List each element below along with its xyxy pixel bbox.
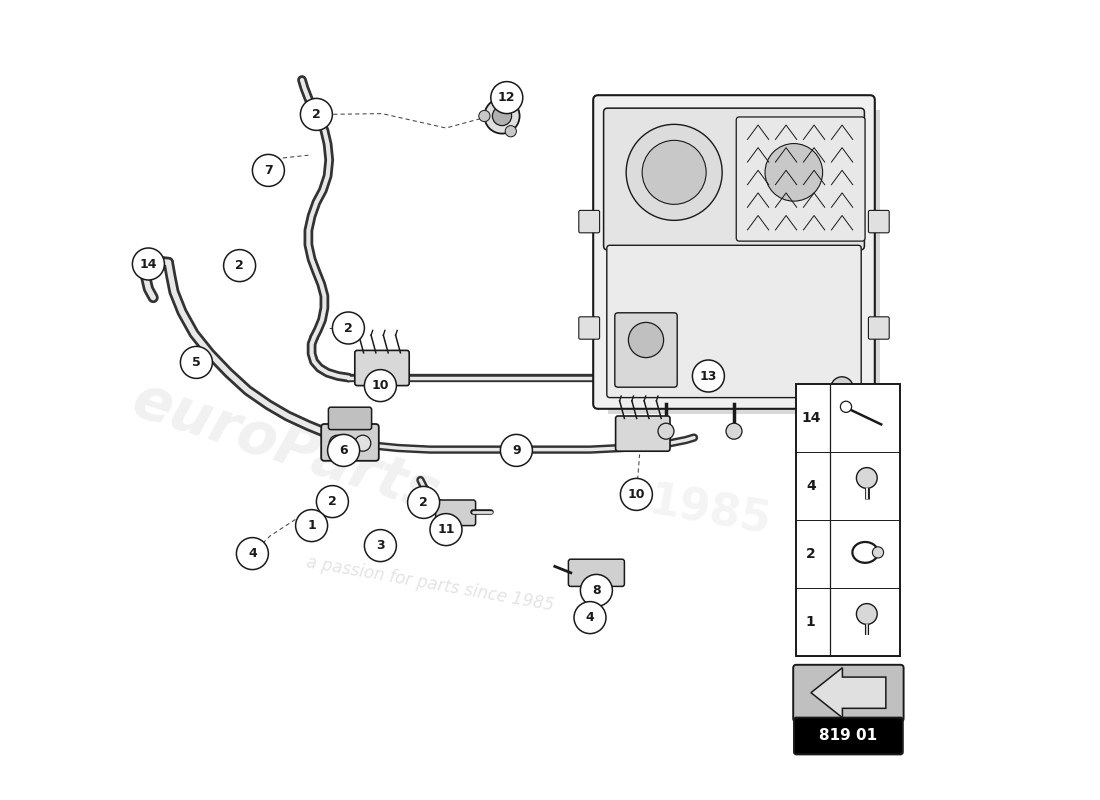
Text: 7: 7 (264, 164, 273, 177)
Circle shape (491, 82, 522, 114)
Text: 14: 14 (801, 411, 821, 425)
Text: 12: 12 (498, 91, 516, 104)
Circle shape (328, 434, 360, 466)
Circle shape (830, 377, 854, 399)
Circle shape (500, 434, 532, 466)
Circle shape (364, 370, 396, 402)
Circle shape (505, 95, 516, 106)
FancyBboxPatch shape (868, 210, 889, 233)
Text: 8: 8 (592, 584, 601, 597)
Text: 2: 2 (312, 108, 321, 121)
Circle shape (581, 574, 613, 606)
Text: 1985: 1985 (646, 480, 774, 544)
Text: 10: 10 (628, 488, 645, 501)
Circle shape (493, 106, 512, 126)
Text: 819 01: 819 01 (820, 729, 878, 743)
Circle shape (764, 143, 823, 201)
FancyBboxPatch shape (436, 500, 475, 526)
Text: 2: 2 (328, 495, 337, 508)
Circle shape (872, 547, 883, 558)
FancyBboxPatch shape (607, 246, 861, 398)
Circle shape (296, 510, 328, 542)
Text: 14: 14 (140, 258, 157, 270)
Text: 4: 4 (806, 479, 816, 493)
FancyBboxPatch shape (604, 108, 865, 250)
Circle shape (329, 435, 345, 451)
Text: 5: 5 (192, 356, 201, 369)
Circle shape (750, 128, 838, 216)
Text: 11: 11 (438, 523, 454, 536)
Circle shape (658, 423, 674, 439)
Text: 2: 2 (419, 496, 428, 509)
Text: 9: 9 (513, 444, 520, 457)
Text: 10: 10 (372, 379, 389, 392)
FancyBboxPatch shape (569, 559, 625, 586)
Circle shape (628, 322, 663, 358)
Text: 2: 2 (344, 322, 353, 334)
FancyBboxPatch shape (736, 117, 865, 241)
Circle shape (236, 538, 268, 570)
Circle shape (478, 110, 490, 122)
Circle shape (505, 126, 516, 137)
FancyBboxPatch shape (616, 416, 670, 451)
Text: 6: 6 (339, 444, 348, 457)
Circle shape (857, 467, 877, 488)
FancyBboxPatch shape (615, 313, 678, 387)
FancyBboxPatch shape (579, 317, 600, 339)
Circle shape (300, 98, 332, 130)
Text: 4: 4 (585, 611, 594, 624)
Text: 1: 1 (307, 519, 316, 532)
Circle shape (692, 360, 725, 392)
Text: a passion for parts since 1985: a passion for parts since 1985 (305, 554, 556, 614)
FancyBboxPatch shape (579, 210, 600, 233)
Circle shape (223, 250, 255, 282)
Circle shape (484, 98, 519, 134)
Circle shape (642, 140, 706, 204)
Circle shape (252, 154, 285, 186)
FancyBboxPatch shape (607, 110, 880, 414)
Circle shape (840, 402, 851, 413)
Text: 1: 1 (806, 615, 816, 629)
Text: euroParts: euroParts (125, 371, 447, 525)
Circle shape (355, 435, 371, 451)
Circle shape (332, 312, 364, 344)
Polygon shape (811, 668, 886, 718)
Text: 4: 4 (248, 547, 256, 560)
FancyBboxPatch shape (321, 424, 378, 461)
Circle shape (132, 248, 164, 280)
Circle shape (408, 486, 440, 518)
Circle shape (726, 423, 742, 439)
Circle shape (180, 346, 212, 378)
Circle shape (430, 514, 462, 546)
FancyBboxPatch shape (355, 350, 409, 386)
FancyBboxPatch shape (794, 718, 903, 754)
Circle shape (574, 602, 606, 634)
Bar (796, 384, 901, 656)
Text: 3: 3 (376, 539, 385, 552)
Circle shape (620, 478, 652, 510)
Circle shape (857, 603, 877, 624)
Text: 2: 2 (806, 547, 816, 561)
FancyBboxPatch shape (329, 407, 372, 430)
FancyBboxPatch shape (593, 95, 875, 409)
Circle shape (626, 124, 723, 220)
Circle shape (317, 486, 349, 518)
Text: 13: 13 (700, 370, 717, 382)
FancyBboxPatch shape (868, 317, 889, 339)
Text: 2: 2 (235, 259, 244, 272)
Circle shape (364, 530, 396, 562)
FancyBboxPatch shape (793, 665, 903, 722)
